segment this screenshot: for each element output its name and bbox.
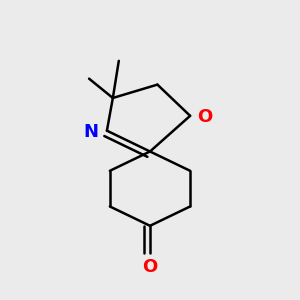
Text: N: N xyxy=(83,123,98,141)
Text: O: O xyxy=(142,258,158,276)
Text: O: O xyxy=(198,108,213,126)
